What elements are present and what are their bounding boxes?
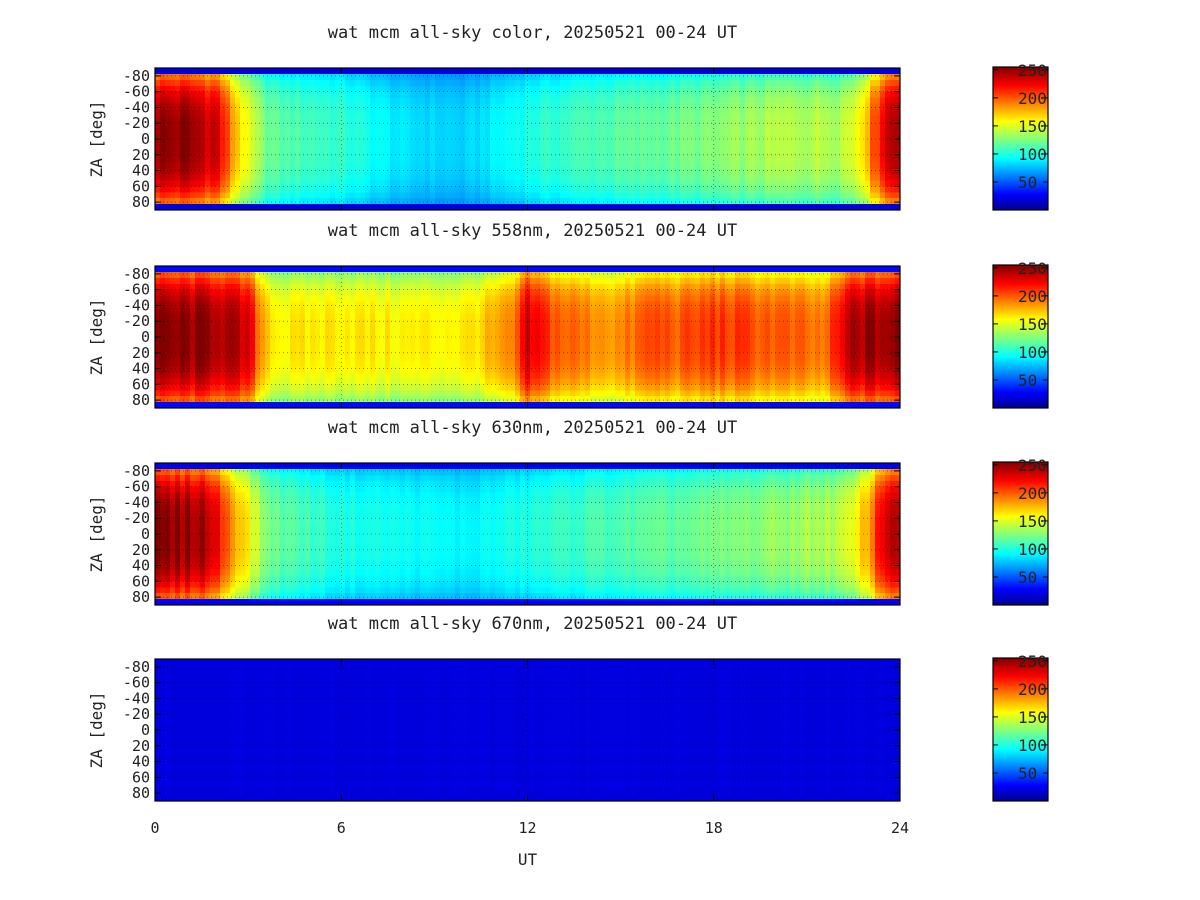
colorbar-frame [992, 264, 1049, 409]
colorbar-tick-label: 50 [1018, 764, 1037, 783]
x-tick-label: 24 [891, 819, 909, 837]
y-tick-label: -40 [123, 493, 150, 511]
y-tick-label: -20 [123, 114, 150, 132]
colorbar-tick-label: 100 [1018, 343, 1047, 362]
colorbar-gradient [993, 462, 1048, 605]
y-tick-label: 60 [132, 572, 150, 590]
colorbar-gradient [993, 265, 1048, 408]
heatmap-image [155, 463, 901, 606]
y-tick-label: 20 [132, 737, 150, 755]
y-tick-label: 40 [132, 557, 150, 575]
colorbar-tick-label: 200 [1018, 287, 1047, 306]
colorbar-tick-label: 100 [1018, 736, 1047, 755]
colorbar-tick-label: 150 [1018, 315, 1047, 334]
colorbar-frame [992, 461, 1049, 606]
y-tick-label: -20 [123, 705, 150, 723]
y-tick-label: 60 [132, 375, 150, 393]
y-tick-label: 80 [132, 784, 150, 802]
y-tick-label: 0 [141, 721, 150, 739]
panel-title: wat mcm all-sky 670nm, 20250521 00-24 UT [328, 614, 737, 634]
colorbar-tick-label: 100 [1018, 145, 1047, 164]
colorbar-gradient [993, 67, 1048, 210]
y-axis-label: ZA [deg] [87, 100, 106, 177]
y-tick-label: 80 [132, 391, 150, 409]
x-tick-label: 12 [518, 819, 536, 837]
y-tick-label: 20 [132, 344, 150, 362]
y-tick-label: -60 [123, 674, 150, 692]
colorbar-tick-label: 150 [1018, 512, 1047, 531]
y-tick-label: -80 [123, 265, 150, 283]
colorbar-tick-label: 250 [1018, 456, 1047, 475]
y-tick-label: -60 [123, 83, 150, 101]
y-tick-label: -60 [123, 478, 150, 496]
colorbar-tick-label: 250 [1018, 652, 1047, 671]
heatmap-image [155, 659, 901, 802]
colorbar-tick-label: 50 [1018, 568, 1037, 587]
colorbar: 50 100 150 200 250 [992, 652, 1049, 802]
colorbar-tick-label: 200 [1018, 89, 1047, 108]
y-axis-label: ZA [deg] [87, 495, 106, 572]
x-axis-label: UT [518, 850, 538, 869]
x-tick-label: 6 [337, 819, 346, 837]
y-axis-label: ZA [deg] [87, 298, 106, 375]
y-tick-label: 40 [132, 360, 150, 378]
y-tick-label: -40 [123, 689, 150, 707]
heatmap-image [155, 266, 901, 409]
y-tick-label: 20 [132, 146, 150, 164]
y-tick-label: -20 [123, 312, 150, 330]
keogram-panel-2: wat mcm all-sky 558nm, 20250521 00-24 UT… [87, 221, 1049, 409]
y-tick-label: 40 [132, 162, 150, 180]
colorbar-frame [992, 657, 1049, 802]
y-tick-label: 0 [141, 525, 150, 543]
y-tick-label: 60 [132, 177, 150, 195]
colorbar-tick-label: 250 [1018, 61, 1047, 80]
y-tick-label: 0 [141, 130, 150, 148]
y-tick-label: -60 [123, 281, 150, 299]
y-tick-label: 20 [132, 541, 150, 559]
y-tick-label: 0 [141, 328, 150, 346]
y-tick-label: -80 [123, 67, 150, 85]
panel-title: wat mcm all-sky 630nm, 20250521 00-24 UT [328, 418, 737, 438]
colorbar-tick-label: 200 [1018, 484, 1047, 503]
colorbar-tick-label: 100 [1018, 540, 1047, 559]
x-tick-label: 18 [705, 819, 723, 837]
colorbar-tick-label: 250 [1018, 259, 1047, 278]
keogram-panel-4: wat mcm all-sky 670nm, 20250521 00-24 UT… [87, 614, 1049, 869]
panel-title: wat mcm all-sky color, 20250521 00-24 UT [328, 23, 737, 43]
y-tick-label: 40 [132, 753, 150, 771]
colorbar-gradient [993, 658, 1048, 801]
keogram-panel-1: wat mcm all-sky color, 20250521 00-24 UT… [87, 23, 1049, 211]
colorbar-tick-label: 150 [1018, 117, 1047, 136]
colorbar-frame [992, 66, 1049, 211]
colorbar-tick-label: 150 [1018, 708, 1047, 727]
colorbar-tick-label: 200 [1018, 680, 1047, 699]
colorbar: 50 100 150 200 250 [992, 61, 1049, 211]
y-tick-label: -80 [123, 658, 150, 676]
y-tick-label: 80 [132, 588, 150, 606]
heatmap-image [155, 68, 901, 211]
y-tick-label: -40 [123, 296, 150, 314]
y-tick-label: 60 [132, 768, 150, 786]
colorbar-tick-label: 50 [1018, 371, 1037, 390]
colorbar: 50 100 150 200 250 [992, 456, 1049, 606]
colorbar-tick-label: 50 [1018, 173, 1037, 192]
panel-title: wat mcm all-sky 558nm, 20250521 00-24 UT [328, 221, 737, 241]
x-tick-label: 0 [150, 819, 159, 837]
y-tick-label: 80 [132, 193, 150, 211]
keogram-panel-3: wat mcm all-sky 630nm, 20250521 00-24 UT… [87, 418, 1049, 606]
colorbar: 50 100 150 200 250 [992, 259, 1049, 409]
y-axis-label: ZA [deg] [87, 691, 106, 768]
y-tick-label: -40 [123, 98, 150, 116]
y-tick-label: -20 [123, 509, 150, 527]
y-tick-label: -80 [123, 462, 150, 480]
